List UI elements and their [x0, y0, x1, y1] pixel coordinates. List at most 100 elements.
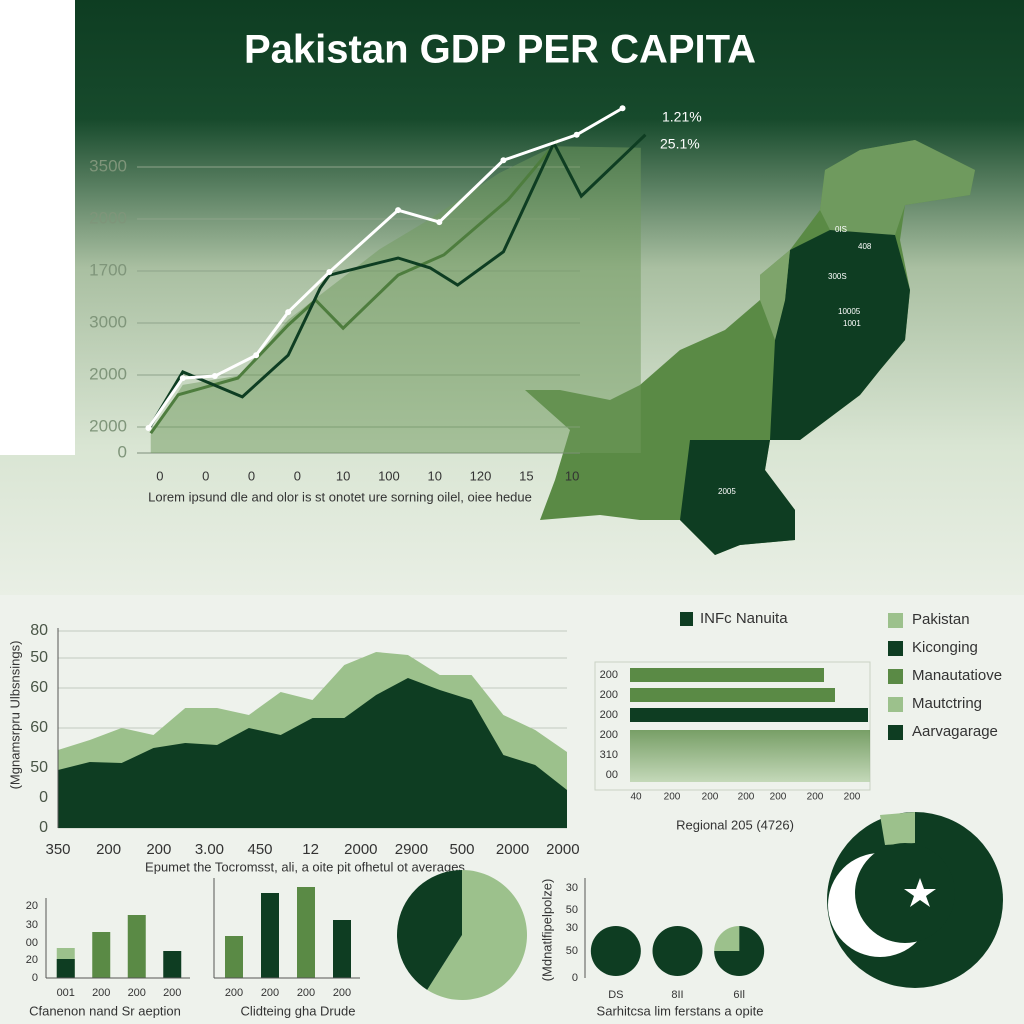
- title-square: [680, 612, 693, 626]
- point: [573, 131, 580, 138]
- y-tick-label: 50: [30, 649, 48, 666]
- point: [326, 269, 333, 276]
- y-tick-label: 30: [566, 922, 578, 934]
- bar: [163, 951, 182, 978]
- flag-stripe: [880, 812, 915, 845]
- y-tick-label: 2000: [89, 208, 127, 227]
- x-tick-label: 10: [427, 468, 441, 483]
- x-axis-title: Cfanenon nand Sr aeption: [29, 1003, 181, 1018]
- y-tick-label: 2000: [89, 364, 127, 383]
- pie-slice: [397, 870, 462, 990]
- line: [149, 138, 560, 435]
- white-panel: [0, 0, 75, 455]
- bar: [630, 668, 824, 682]
- point: [253, 352, 260, 359]
- flag-emblem: [827, 812, 1003, 988]
- point: [500, 157, 507, 164]
- point: [145, 425, 152, 432]
- bar: [225, 936, 243, 978]
- point: [619, 105, 626, 112]
- bar: [333, 920, 351, 978]
- map-punjab: [770, 230, 910, 440]
- y-tick-label: 200: [600, 729, 618, 741]
- x-tick-label: 2900: [395, 841, 428, 858]
- x-tick-label: 200: [96, 841, 121, 858]
- x-tick-label: 40: [630, 792, 642, 803]
- bar: [127, 915, 146, 978]
- y-tick-label: 3500: [89, 156, 127, 175]
- y-tick-label: 0: [118, 442, 127, 461]
- x-tick-label: 6Il: [733, 989, 745, 1001]
- y-tick-label: 20: [26, 954, 38, 966]
- legend-swatch: [888, 725, 903, 740]
- y-tick-label: 30: [26, 919, 38, 931]
- x-tick-label: 200: [225, 987, 243, 999]
- legend-label: Manautatiove: [912, 667, 1002, 684]
- x-tick-label: 500: [450, 841, 475, 858]
- x-tick-label: 350: [45, 841, 70, 858]
- panel-frame: [594, 661, 871, 791]
- x-tick-label: 200: [146, 841, 171, 858]
- legend-label: Kiconging: [912, 639, 978, 656]
- x-tick-label: 200: [770, 792, 787, 803]
- x-tick-label: 100: [378, 468, 400, 483]
- x-tick-label: 10: [336, 468, 350, 483]
- legend-label: Mautctring: [912, 695, 982, 712]
- point: [436, 219, 443, 226]
- y-tick-label: 0: [39, 789, 48, 806]
- bar: [630, 688, 835, 702]
- y-axis-title: (Mgnamsrpru Ulbsnsings): [7, 641, 22, 790]
- bar: [297, 887, 315, 978]
- x-tick-label: 0: [156, 468, 163, 483]
- map-label: 0IS: [835, 225, 847, 234]
- x-tick-label: 200: [844, 792, 861, 803]
- x-tick-label: 2000: [344, 841, 377, 858]
- legend-label: Pakistan: [912, 611, 970, 628]
- y-tick-label: 50: [30, 759, 48, 776]
- map-north: [820, 140, 975, 245]
- x-axis-title: Clidteing gha Drude: [241, 1003, 356, 1018]
- map-sindh: [680, 440, 795, 555]
- x-tick-label: 001: [57, 987, 75, 999]
- y-tick-label: 3000: [89, 312, 127, 331]
- title: Pakistan GDP PER CAPITA: [244, 28, 756, 72]
- x-tick-label: 200: [702, 792, 719, 803]
- bar: [261, 893, 279, 978]
- x-tick-label: 200: [128, 987, 146, 999]
- legend-label: Aarvagarage: [912, 723, 998, 740]
- point: [395, 207, 402, 214]
- map-label: 300S: [828, 272, 847, 281]
- point: [179, 375, 186, 382]
- legend-swatch: [888, 641, 903, 656]
- x-tick-label: 8II: [671, 989, 683, 1001]
- map-label: 10005: [838, 307, 861, 316]
- x-axis-title: Epumet the Tocromsst, ali, a oite pit of…: [145, 859, 465, 874]
- y-tick-label: 310: [600, 749, 618, 761]
- pie-slice: [427, 870, 527, 1000]
- star: [904, 878, 936, 907]
- y-tick-label: 30: [566, 882, 578, 894]
- x-tick-label: 200: [297, 987, 315, 999]
- y-tick-label: 80: [30, 622, 48, 639]
- x-tick-label: DS: [608, 989, 623, 1001]
- x-tick-label: 2000: [496, 841, 529, 858]
- x-tick-label: 200: [807, 792, 824, 803]
- y-tick-label: 200: [600, 669, 618, 681]
- y-tick-label: 0: [572, 972, 578, 984]
- point: [211, 373, 218, 380]
- x-tick-label: 200: [738, 792, 755, 803]
- x-tick-label: 0: [202, 468, 209, 483]
- y-tick-label: 200: [600, 709, 618, 721]
- y-tick-label: 20: [26, 900, 38, 912]
- y-tick-label: 60: [30, 679, 48, 696]
- panel-title: INFc Nanuita: [700, 610, 788, 627]
- dot: [652, 926, 703, 976]
- legend-swatch: [888, 669, 903, 684]
- dot-slice: [714, 926, 740, 951]
- x-tick-label: 2000: [546, 841, 579, 858]
- y-tick-label: 50: [566, 904, 578, 916]
- bar: [92, 932, 111, 978]
- y-tick-label: 00: [606, 769, 618, 781]
- x-tick-label: 200: [261, 987, 279, 999]
